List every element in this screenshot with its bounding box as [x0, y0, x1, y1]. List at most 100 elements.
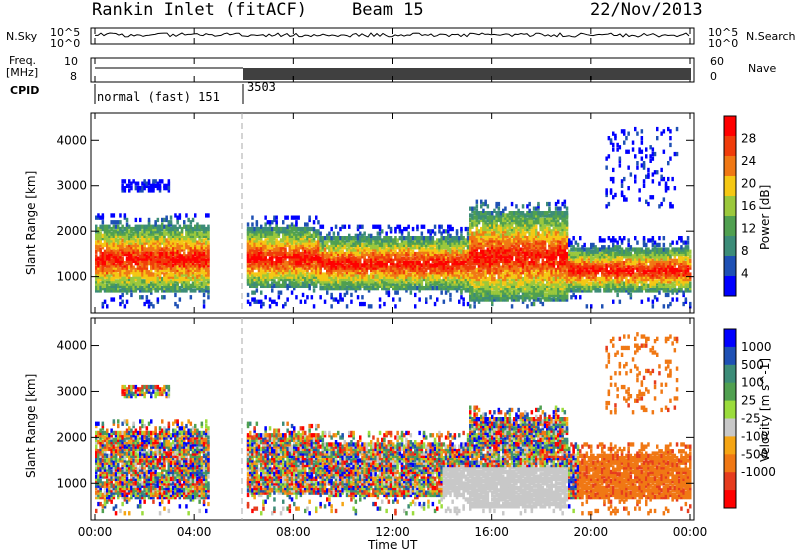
heatmap-cell	[268, 240, 272, 245]
heatmap-cell	[403, 240, 406, 245]
heatmap-cell	[312, 263, 316, 268]
heatmap-cell	[279, 290, 283, 295]
heatmap-cell	[480, 297, 483, 302]
heatmap-cell	[409, 274, 413, 279]
heatmap-cell	[365, 283, 369, 288]
heatmap-cell	[167, 276, 171, 282]
heatmap-cell	[400, 245, 404, 250]
heatmap-cell	[136, 272, 140, 277]
heatmap-cell	[161, 231, 164, 236]
heatmap-cell	[519, 272, 523, 277]
heatmap-cell	[497, 215, 501, 220]
heatmap-cell	[524, 272, 527, 277]
heatmap-cell	[370, 251, 373, 257]
heatmap-cell	[101, 267, 105, 273]
heatmap-cell	[515, 226, 518, 232]
heatmap-cell	[130, 181, 133, 186]
heatmap-cell	[493, 265, 496, 270]
heatmap-cell	[176, 251, 179, 257]
heatmap-cell	[312, 304, 316, 309]
heatmap-cell	[510, 274, 514, 279]
heatmap-cell	[491, 299, 494, 304]
heatmap-cell	[130, 288, 133, 293]
heatmap-cell	[321, 263, 325, 268]
heatmap-cell	[396, 242, 399, 248]
heatmap-cell	[297, 256, 300, 261]
heatmap-cell	[110, 258, 113, 263]
heatmap-cell	[271, 247, 274, 252]
heatmap-cell	[433, 279, 437, 284]
heatmap-cell	[484, 256, 487, 261]
heatmap-cell	[429, 270, 432, 275]
heatmap-cell	[251, 270, 254, 275]
heatmap-cell	[535, 245, 538, 250]
heatmap-cell	[422, 272, 426, 277]
heatmap-cell	[297, 270, 300, 275]
heatmap-cell	[275, 247, 278, 252]
heatmap-cell	[205, 233, 208, 238]
heatmap-cell	[477, 258, 481, 263]
heatmap-cell	[198, 231, 201, 236]
heatmap-cell	[475, 238, 479, 243]
heatmap-cell	[123, 242, 127, 248]
heatmap-cell	[462, 240, 465, 245]
heatmap-cell	[134, 281, 138, 286]
heatmap-cell	[271, 281, 274, 286]
heatmap-cell	[422, 265, 426, 270]
heatmap-cell	[462, 249, 465, 254]
heatmap-cell	[323, 279, 327, 284]
heatmap-cell	[152, 254, 155, 259]
heatmap-cell	[385, 272, 388, 277]
heatmap-cell	[290, 274, 294, 279]
heatmap-cell	[392, 242, 395, 248]
heatmap-cell	[152, 226, 155, 232]
heatmap-cell	[284, 240, 287, 245]
heatmap-cell	[295, 272, 298, 277]
heatmap-cell	[282, 274, 285, 279]
heatmap-cell	[249, 249, 252, 254]
heatmap-cell	[282, 229, 285, 234]
heatmap-cell	[444, 251, 448, 257]
heatmap-cell	[141, 270, 144, 275]
heatmap-cell	[299, 236, 303, 241]
heatmap-cell	[145, 286, 149, 291]
heatmap-cell	[469, 222, 472, 227]
heatmap-cell	[418, 242, 421, 248]
heatmap-cell	[103, 251, 107, 257]
heatmap-cell	[339, 236, 342, 241]
heatmap-cell	[546, 261, 549, 266]
heatmap-cell	[469, 229, 472, 234]
heatmap-cell	[517, 220, 520, 225]
heatmap-cell	[451, 242, 454, 248]
heatmap-cell	[286, 263, 289, 268]
heatmap-cell	[202, 233, 206, 238]
heatmap-cell	[282, 263, 285, 268]
heatmap-cell	[95, 265, 98, 270]
heatmap-cell	[152, 236, 155, 241]
heatmap-cell	[486, 222, 490, 227]
heatmap-cell	[440, 254, 443, 259]
heatmap-cell	[251, 263, 254, 268]
heatmap-cell	[180, 279, 184, 284]
heatmap-cell	[332, 251, 336, 257]
heatmap-cell	[167, 256, 171, 261]
heatmap-cell	[378, 270, 382, 275]
heatmap-cell	[106, 261, 109, 266]
heatmap-cell	[385, 258, 388, 263]
heatmap-cell	[128, 224, 131, 229]
heatmap-cell	[125, 240, 129, 245]
heatmap-cell	[273, 265, 276, 270]
heatmap-cell	[405, 279, 408, 284]
heatmap-cell	[145, 261, 149, 266]
heatmap-cell	[361, 249, 364, 254]
heatmap-cell	[172, 245, 175, 250]
heatmap-cell	[196, 265, 199, 270]
heatmap-cell	[264, 222, 267, 227]
heatmap-cell	[183, 258, 186, 263]
heatmap-cell	[288, 263, 292, 268]
heatmap-cell	[517, 281, 520, 286]
heatmap-cell	[293, 224, 296, 229]
heatmap-cell	[128, 270, 131, 275]
heatmap-cell	[460, 247, 463, 252]
heatmap-cell	[517, 245, 520, 250]
